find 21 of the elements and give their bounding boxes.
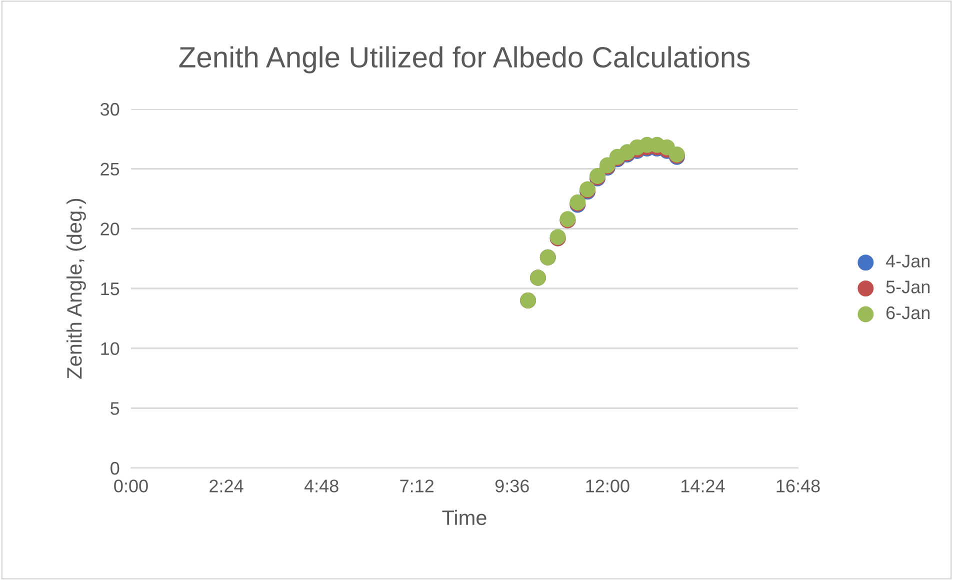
x-tick-label: 14:24 <box>682 480 725 492</box>
y-tick-label: 5 <box>110 402 120 415</box>
legend-label: 5-Jan <box>886 280 930 294</box>
chart-title: Zenith Angle Utilized for Albedo Calculations <box>179 46 750 74</box>
x-tick-label: 2:24 <box>210 480 244 492</box>
y-tick-label: 15 <box>101 282 120 296</box>
x-tick-label: 16:48 <box>776 480 820 492</box>
y-tick-label: 10 <box>101 342 120 356</box>
y-tick-label: 20 <box>100 222 120 236</box>
y-axis-title: Zenith Angle, (deg.) <box>66 198 86 379</box>
y-tick-label: 0 <box>110 462 120 475</box>
x-axis-title: Time <box>442 510 486 526</box>
y-tick-label: 30 <box>100 102 120 116</box>
x-tick-label: 7:12 <box>400 480 434 492</box>
legend-label: 4-Jan <box>886 254 930 268</box>
x-tick-label: 12:00 <box>586 480 630 492</box>
y-tick-label: 25 <box>100 162 120 176</box>
x-tick-label: 4:48 <box>304 480 338 492</box>
legend-label: 6-Jan <box>886 306 930 320</box>
x-tick-label: 9:36 <box>495 480 529 492</box>
x-tick-label: 0:00 <box>114 480 148 492</box>
